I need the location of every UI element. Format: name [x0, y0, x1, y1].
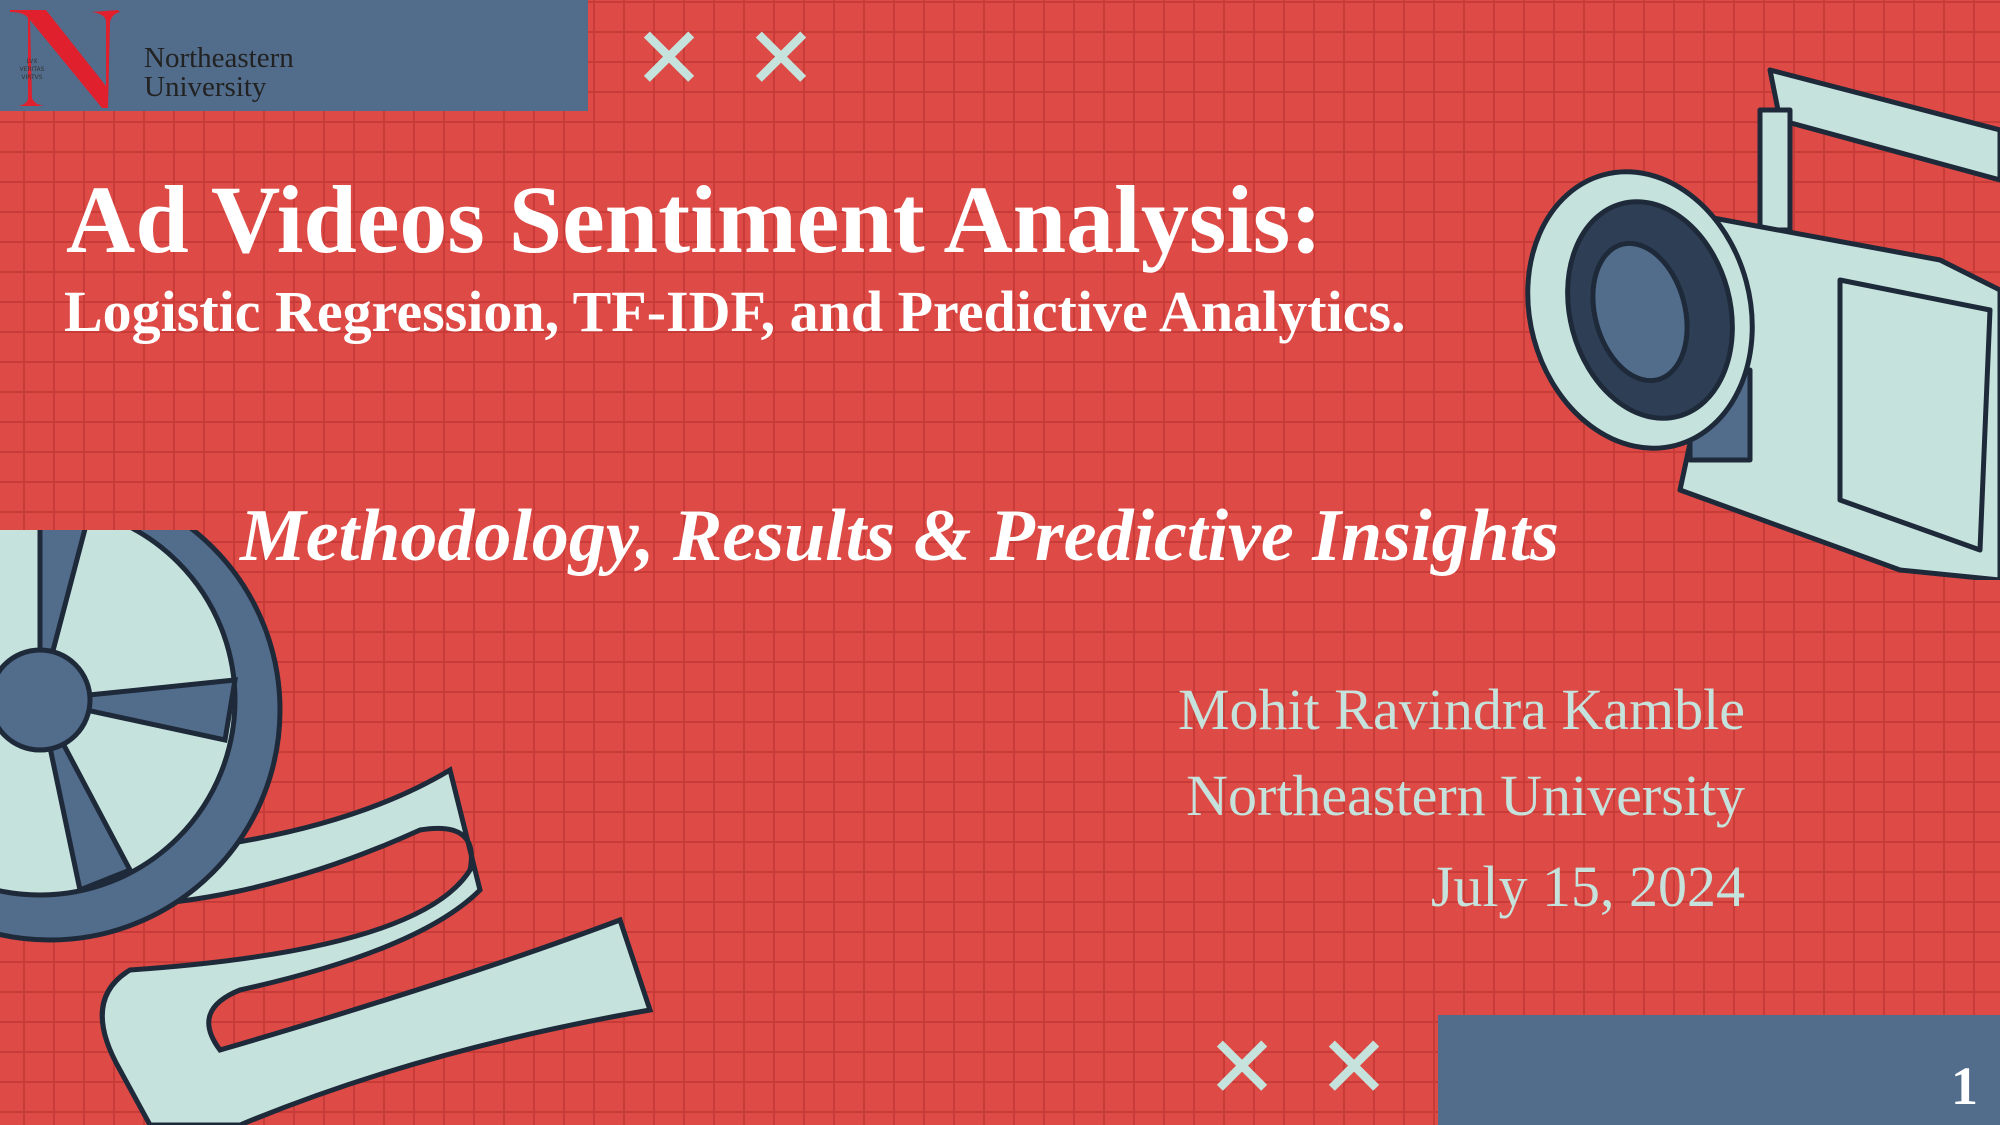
- page-number: 1: [1951, 1056, 1978, 1116]
- logo-text-line1: Northeastern: [144, 42, 294, 74]
- x-mark-icon: ✕: [633, 9, 706, 109]
- svg-text:VIRTVS: VIRTVS: [21, 74, 42, 81]
- presentation-date: July 15, 2024: [1430, 854, 1745, 919]
- slide-tagline: Methodology, Results & Predictive Insigh…: [240, 495, 1560, 577]
- logo-bar: LVX VERITAS VIRTVS Northeastern Universi…: [0, 0, 588, 111]
- footer-bar: [1438, 1015, 2000, 1125]
- logo-wordmark: Northeastern University: [144, 44, 294, 102]
- x-mark-icon: ✕: [1318, 1018, 1391, 1118]
- svg-text:LVX: LVX: [27, 58, 38, 65]
- logo-text-line2: University: [144, 71, 267, 103]
- film-reel-icon: [0, 530, 654, 1125]
- author-affiliation: Northeastern University: [1186, 763, 1745, 828]
- author-name: Mohit Ravindra Kamble: [1177, 677, 1745, 742]
- slide-title: Ad Videos Sentiment Analysis:: [66, 166, 1323, 273]
- x-mark-icon: ✕: [745, 9, 818, 109]
- slide-subtitle: Logistic Regression, TF-IDF, and Predict…: [64, 279, 1406, 344]
- svg-text:VERITAS: VERITAS: [20, 66, 45, 73]
- northeastern-n-logo-icon: LVX VERITAS VIRTVS: [10, 10, 120, 108]
- film-camera-icon: [1525, 67, 2000, 580]
- x-mark-icon: ✕: [1206, 1018, 1279, 1118]
